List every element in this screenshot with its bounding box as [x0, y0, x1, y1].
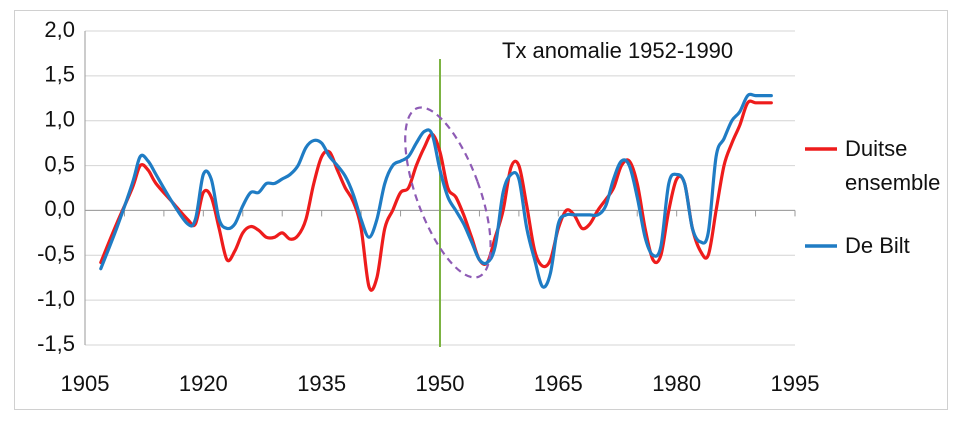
series-line-de-bilt — [99, 92, 773, 289]
x-tick-label: 1950 — [416, 371, 465, 396]
y-tick-label: -1,0 — [37, 286, 75, 311]
legend-label: ensemble — [845, 170, 940, 195]
y-tick-label: 1,0 — [44, 107, 75, 132]
y-tick-label: 1,5 — [44, 62, 75, 87]
x-tick-label: 1995 — [771, 371, 820, 396]
legend-label: De Bilt — [845, 233, 910, 258]
x-tick-label: 1980 — [652, 371, 701, 396]
x-tick-label: 1920 — [179, 371, 228, 396]
x-tick-label: 1965 — [534, 371, 583, 396]
chart-title: Tx anomalie 1952-1990 — [502, 38, 733, 63]
y-tick-label: 0,5 — [44, 151, 75, 176]
x-tick-label: 1935 — [297, 371, 346, 396]
y-tick-label: -1,5 — [37, 331, 75, 356]
line-chart: 2,0 1,5 1,0 0,5 0,0 -0,5 -1,0 -1,5 1905 1920 1935 1… — [37, 17, 940, 396]
x-tick-label: 1905 — [61, 371, 110, 396]
legend-label: Duitse — [845, 136, 907, 161]
series-line-duitse-ensemble — [99, 99, 773, 292]
chart-frame: 2,0 1,5 1,0 0,5 0,0 -0,5 -1,0 -1,5 1905 1920 1935 1… — [14, 10, 948, 410]
y-tick-label: 0,0 — [44, 196, 75, 221]
y-tick-label: -0,5 — [37, 241, 75, 266]
y-tick-label: 2,0 — [44, 17, 75, 42]
highlight-ellipse — [404, 106, 492, 279]
